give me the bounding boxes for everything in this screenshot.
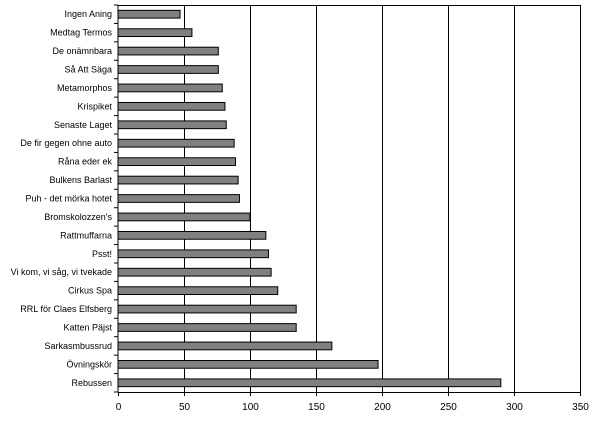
x-tick-label: 0 [116, 402, 122, 413]
bar [117, 46, 219, 56]
x-tick-label: 250 [440, 402, 457, 413]
category-label: Sarkasmbussrud [44, 341, 112, 351]
category-label: Cirkus Spa [68, 286, 112, 296]
bar [117, 267, 272, 277]
bar [117, 230, 267, 240]
x-tick-label: 350 [572, 402, 589, 413]
category-label: De fir gegen ohne auto [20, 138, 112, 148]
bar [117, 101, 226, 111]
bar [117, 65, 219, 74]
category-label: Metamorphos [57, 83, 113, 93]
category-label: Medtag Termos [50, 28, 112, 38]
category-label: Så Att Säga [64, 65, 112, 75]
x-tick-label: 50 [179, 402, 191, 413]
category-label: Bulkens Barlast [49, 175, 112, 185]
x-tick-label: 200 [374, 402, 391, 413]
bar [117, 120, 227, 130]
category-label: Rattmuffarna [60, 230, 112, 240]
bar [117, 249, 269, 259]
category-label: Övningskör [66, 359, 112, 369]
category-label: Bromskolozzen's [44, 212, 112, 222]
bars [117, 9, 502, 388]
bar [117, 378, 502, 388]
x-tick-label: 150 [308, 402, 325, 413]
category-label: Råna eder ek [58, 157, 113, 167]
bar [117, 157, 236, 167]
category-label: Krispiket [77, 101, 112, 111]
x-tick-label: 100 [242, 402, 259, 413]
bar [117, 212, 251, 222]
bar [117, 323, 297, 332]
category-label: RRL för Claes Elfsberg [20, 304, 112, 314]
bar [117, 28, 193, 38]
x-axis: 0 50 100 150 200 250 300 350 [116, 392, 589, 413]
category-labels: Ingen Aning Medtag Termos De onämnbara Så A… [11, 4, 118, 393]
bar [117, 9, 181, 19]
x-tick-label: 300 [506, 402, 523, 413]
bar [117, 286, 279, 296]
bar [117, 138, 235, 148]
category-label: De onämnbara [52, 46, 112, 56]
category-label: Senaste Laget [54, 120, 113, 130]
category-label: Puh - det mörka hotet [25, 194, 112, 204]
category-label: Ingen Aning [64, 9, 112, 19]
bar [117, 83, 223, 93]
category-label: Vi kom, vi såg, vi tvekade [11, 267, 112, 277]
bar [117, 359, 379, 369]
category-label: Psst! [92, 249, 112, 259]
bar [117, 194, 240, 203]
bar [117, 341, 333, 351]
category-label: Katten Päjst [63, 323, 112, 333]
category-label: Rebussen [71, 378, 112, 388]
bar [117, 175, 239, 185]
bar [117, 304, 297, 314]
